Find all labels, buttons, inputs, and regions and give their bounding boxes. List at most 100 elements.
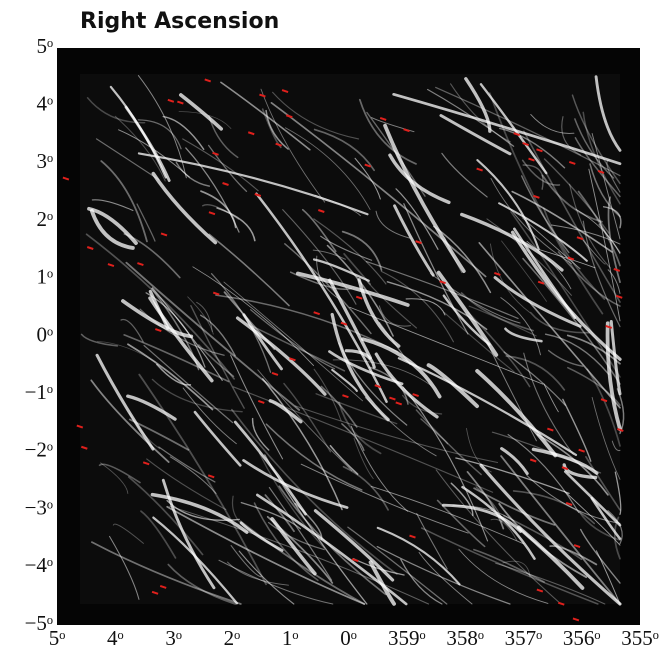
streak [262, 378, 343, 511]
streak [85, 233, 235, 380]
streak [374, 352, 439, 419]
streak [354, 157, 381, 200]
streak [380, 270, 454, 343]
streak [591, 396, 621, 480]
streak [563, 470, 622, 527]
red-marker [565, 502, 573, 506]
streak [378, 305, 412, 327]
red-marker [313, 311, 320, 316]
red-marker [403, 128, 410, 133]
streak [461, 485, 536, 560]
streak [479, 463, 622, 606]
red-marker [275, 142, 282, 147]
streak [151, 287, 223, 382]
streak [416, 513, 448, 570]
streak [289, 271, 353, 290]
red-marker [177, 100, 184, 105]
streak [403, 203, 469, 335]
streak [368, 366, 409, 405]
streak [500, 447, 529, 476]
streak [350, 425, 409, 512]
streak [137, 152, 369, 216]
streak [253, 502, 319, 582]
streak [466, 471, 505, 530]
red-marker [439, 280, 446, 285]
streak [401, 394, 443, 415]
streak [504, 327, 543, 343]
streak [420, 527, 599, 605]
streak [590, 496, 622, 540]
red-marker [247, 131, 255, 136]
streak [486, 341, 537, 442]
red-marker [271, 371, 279, 376]
streak [365, 279, 417, 329]
streak [375, 210, 411, 239]
streak [90, 379, 170, 463]
streak [357, 278, 401, 348]
red-marker [613, 268, 621, 272]
x-tick-label: 5ᵒ [49, 626, 66, 650]
red-marker [547, 427, 554, 432]
x-tick-label: 4ᵒ [107, 626, 124, 650]
red-marker [379, 116, 387, 121]
x-tick-label: 2ᵒ [224, 626, 241, 650]
red-marker [600, 398, 608, 403]
streak [100, 160, 148, 243]
red-marker [494, 271, 501, 276]
streak [579, 528, 621, 584]
red-marker [259, 93, 266, 98]
streak [549, 545, 598, 566]
streak [473, 487, 556, 526]
streak [613, 516, 621, 560]
streak [258, 452, 326, 549]
streak [591, 133, 621, 240]
streak [344, 349, 376, 369]
streak [466, 427, 492, 473]
streak [402, 386, 489, 542]
x-tick-label: 358ᵒ [446, 626, 484, 650]
streak [393, 204, 435, 277]
x-tick-label: 1ᵒ [282, 626, 299, 650]
streak [330, 312, 390, 422]
red-marker [355, 295, 363, 300]
y-tick-label: −5ᵒ [25, 611, 53, 635]
streak [361, 337, 442, 399]
streak [418, 551, 473, 605]
streak [365, 260, 519, 320]
streak [358, 98, 417, 165]
streak [80, 333, 119, 347]
red-marker [257, 400, 265, 404]
streak [315, 393, 398, 425]
streak [536, 433, 609, 496]
streak [607, 510, 623, 545]
streak [495, 562, 606, 605]
red-marker [137, 262, 144, 267]
streak [435, 469, 562, 605]
streak [235, 316, 327, 396]
streak [148, 289, 170, 330]
streak [595, 550, 621, 605]
streak [150, 492, 249, 534]
red-markers [62, 78, 624, 622]
streak [505, 355, 566, 391]
streak [530, 113, 575, 134]
streak [493, 276, 582, 328]
streak [571, 94, 621, 185]
streak [187, 296, 214, 335]
streak [331, 368, 358, 392]
streak [441, 503, 523, 533]
streak [450, 83, 511, 143]
streak [175, 161, 211, 187]
streak [502, 560, 531, 578]
streak [547, 349, 584, 367]
title: Right Ascension [80, 9, 279, 34]
red-marker [415, 240, 422, 245]
red-marker [537, 280, 545, 285]
streak [161, 478, 216, 590]
red-marker [522, 142, 529, 147]
streak [123, 233, 181, 279]
red-marker [212, 291, 220, 296]
y-tick-label: 0ᵒ [36, 322, 53, 346]
streak [210, 273, 272, 373]
